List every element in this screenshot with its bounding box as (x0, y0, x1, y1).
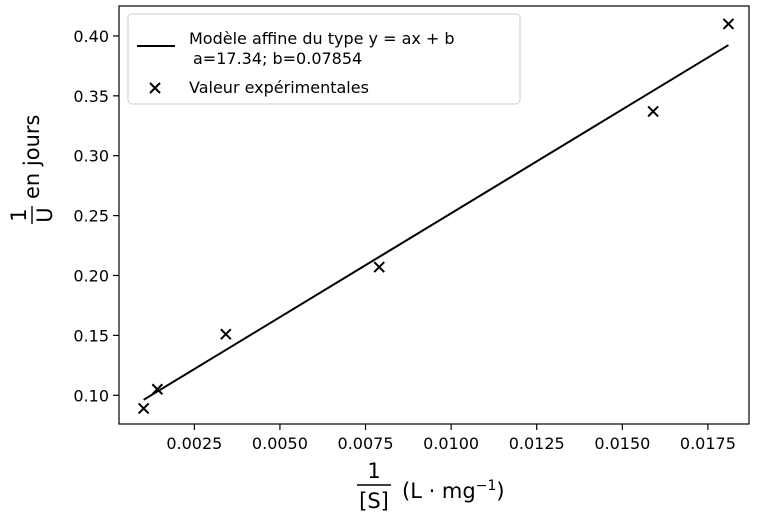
legend-label-experimental: Valeur expérimentales (189, 78, 369, 97)
data-point (373, 261, 385, 273)
data-point (722, 18, 735, 30)
x-axis-label: 1 [S] (L · mg−1) (357, 459, 505, 513)
data-point (137, 402, 150, 415)
x-tick-label: 0.0050 (252, 434, 308, 453)
y-tick-label: 0.15 (73, 326, 109, 345)
y-label-denominator: U (33, 207, 57, 222)
legend-cross-swatch (149, 82, 161, 94)
x-label-unit-close: ) (496, 479, 504, 503)
data-point (647, 105, 659, 118)
y-axis-label: 1 U en jours (7, 115, 57, 224)
y-label-suffix: en jours (20, 115, 44, 199)
legend: Modèle affine du type y = ax + b a=17.34… (127, 13, 521, 105)
x-tick-label: 0.0025 (166, 434, 222, 453)
x-tick-label: 0.0150 (594, 434, 650, 453)
legend-frame (127, 13, 521, 105)
y-tick-label: 0.40 (73, 27, 109, 46)
series-layer (137, 18, 735, 415)
y-tick-label: 0.35 (73, 87, 109, 106)
x-label-denominator: [S] (359, 489, 389, 513)
y-tick-label: 0.30 (73, 147, 109, 166)
y-label-numerator: 1 (7, 208, 31, 221)
model-line (143, 44, 729, 401)
y-axis-ticks: 0.10 0.15 0.20 0.25 0.30 0.35 0.40 (73, 27, 119, 405)
y-tick-label: 0.10 (73, 386, 109, 405)
x-tick-label: 0.0075 (338, 434, 394, 453)
legend-label-model: Modèle affine du type y = ax + b (189, 29, 455, 48)
y-tick-label: 0.25 (73, 207, 109, 226)
y-tick-label: 0.20 (73, 266, 109, 285)
x-label-numerator: 1 (367, 459, 380, 483)
x-axis-ticks: 0.0025 0.0050 0.0075 0.0100 0.0125 0.0150 0.01… (166, 424, 736, 453)
x-tick-label: 0.0100 (423, 434, 479, 453)
x-tick-label: 0.0125 (509, 434, 565, 453)
data-point (151, 383, 164, 395)
legend-label-model-params: a=17.34; b=0.07854 (193, 49, 362, 68)
x-label-unit-exponent: −1 (476, 478, 497, 494)
x-label-unit-open: (L · mg (402, 479, 476, 503)
data-point (220, 328, 232, 340)
x-label-unit: (L · mg−1) (402, 478, 505, 503)
x-tick-label: 0.0175 (680, 434, 736, 453)
